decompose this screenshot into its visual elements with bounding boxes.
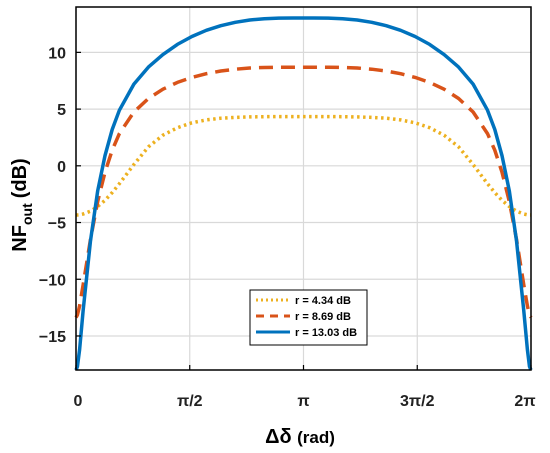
legend-label-3: r = 13.03 dB [295, 327, 357, 339]
x-tick-label: 3π/2 [400, 393, 435, 410]
legend-box [249, 289, 368, 346]
x-tick-label: π [297, 393, 309, 410]
series-line-3 [74, 16, 533, 371]
legend-label-2: r = 8.69 dB [295, 311, 351, 323]
y-tick-label: 5 [57, 102, 66, 119]
y-tick-label: 10 [48, 45, 66, 62]
y-axis-label-sub: out [19, 203, 35, 225]
legend: r = 4.34 dB r = 8.69 dB r = 13.03 dB [249, 289, 368, 346]
y-tick-label: −5 [48, 216, 66, 233]
y-axis-label: NFout (dB) [9, 158, 35, 251]
x-tick-label: π/2 [177, 393, 203, 410]
x-axis-label-unit: (rad) [297, 428, 335, 447]
x-tick-label: 0 [74, 393, 83, 410]
x-axis-label-main: Δδ [265, 426, 292, 448]
x-axis-label: Δδ (rad) [265, 426, 335, 448]
y-tick-label: −15 [39, 329, 66, 346]
x-tick-label: 2π [514, 393, 535, 410]
y-tick-label: 0 [57, 159, 66, 176]
legend-label-1: r = 4.34 dB [295, 295, 351, 307]
series-line-1 [75, 114, 532, 217]
tick-labels: 0 π/2 π 3π/2 2π −15 −10 −5 0 5 10 [39, 45, 536, 410]
y-tick-label: −10 [39, 272, 66, 289]
series-layer [74, 16, 533, 371]
y-axis-label-unit: (dB) [9, 158, 31, 198]
y-axis-label-main: NF [9, 225, 31, 252]
series-line-2 [74, 65, 533, 319]
